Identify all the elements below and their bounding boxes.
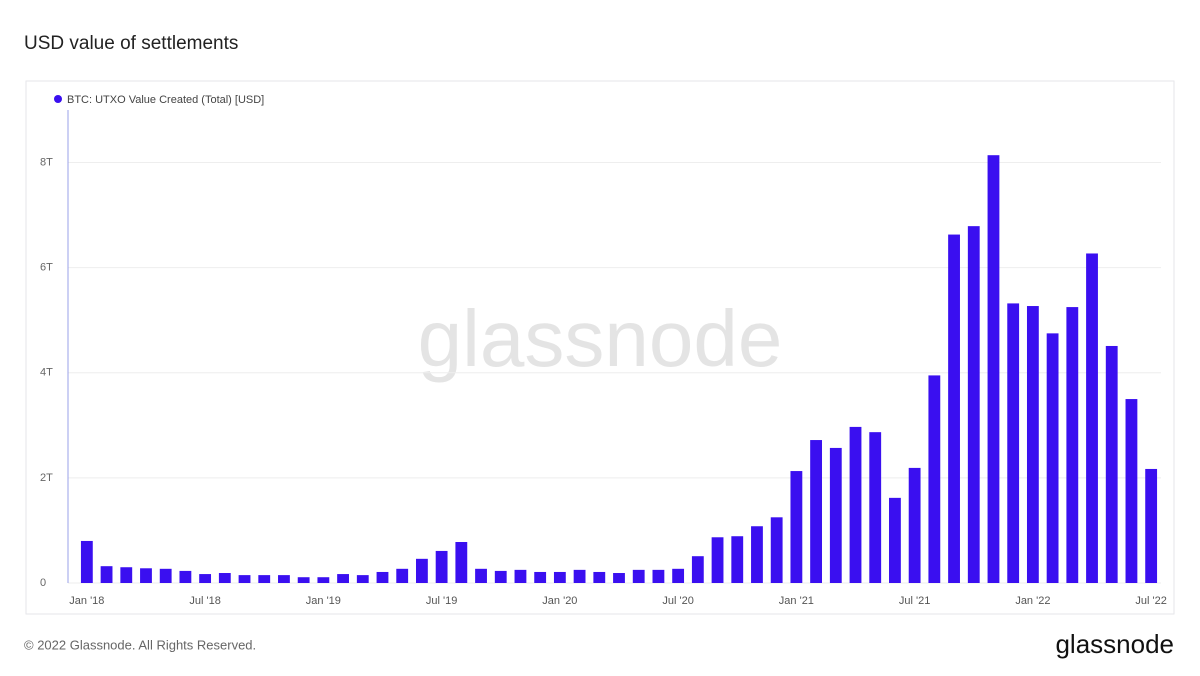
bar (278, 575, 290, 583)
bar (140, 568, 152, 583)
bar (238, 575, 251, 583)
bar (120, 567, 133, 583)
y-tick-label: 4T (40, 367, 53, 379)
bar (928, 375, 941, 583)
bar (889, 497, 901, 583)
x-tick-label: Jul '19 (426, 595, 457, 607)
bar (948, 234, 960, 583)
bar (514, 569, 527, 583)
bar (356, 575, 369, 583)
bar (179, 570, 192, 583)
bar (731, 536, 744, 583)
bar (1125, 399, 1138, 583)
bar (415, 558, 428, 583)
bar (317, 577, 330, 583)
watermark: glassnode (418, 294, 783, 383)
bar (376, 571, 389, 583)
x-tick-label: Jan '21 (779, 595, 814, 607)
bar (573, 569, 586, 583)
x-tick-label: Jul '21 (899, 595, 930, 607)
bar (475, 568, 487, 583)
bar (80, 540, 93, 583)
legend-label: BTC: UTXO Value Created (Total) [USD] (67, 94, 264, 106)
bar (534, 571, 547, 583)
bar (869, 432, 882, 583)
bar (711, 537, 724, 583)
bar (1046, 333, 1059, 583)
bar (691, 556, 704, 583)
bar (751, 526, 763, 583)
x-tick-label: Jan '19 (306, 595, 341, 607)
x-tick-label: Jan '18 (69, 595, 104, 607)
logo: glassnode (1055, 629, 1174, 659)
bar (652, 569, 665, 583)
bar (1086, 253, 1098, 583)
chart-title: USD value of settlements (24, 33, 238, 54)
bar (829, 447, 842, 583)
legend-marker (54, 95, 62, 103)
bar (396, 568, 409, 583)
x-tick-label: Jan '22 (1015, 595, 1050, 607)
bar (218, 573, 231, 583)
footer: © 2022 Glassnode. All Rights Reserved. (24, 637, 256, 652)
bar (987, 155, 1000, 583)
y-tick-label: 6T (40, 262, 53, 274)
bar (908, 467, 921, 583)
bar (553, 571, 566, 583)
bar (790, 471, 803, 583)
bar (632, 569, 645, 583)
bar (613, 573, 625, 583)
y-tick-label: 8T (40, 156, 53, 168)
x-tick-label: Jul '18 (189, 595, 220, 607)
bar (672, 568, 685, 583)
x-tick-label: Jan '20 (542, 595, 577, 607)
bar (1066, 307, 1079, 583)
y-tick-label: 0 (40, 577, 46, 589)
y-tick-label: 2T (40, 472, 53, 484)
bar (494, 570, 507, 583)
bar (849, 426, 862, 583)
bar (1145, 468, 1158, 583)
bar (159, 568, 172, 583)
bar (967, 226, 980, 584)
bar (455, 542, 468, 583)
bar (1007, 303, 1020, 583)
bar (258, 575, 271, 583)
bar (297, 577, 310, 583)
bar (100, 566, 113, 583)
bar (1026, 306, 1039, 583)
bar (593, 571, 606, 583)
bar (1105, 345, 1118, 583)
bar (770, 517, 783, 583)
chart-frame (25, 80, 1175, 615)
bar (810, 440, 823, 583)
x-tick-label: Jul '20 (662, 595, 693, 607)
bar (435, 550, 448, 583)
bar (337, 574, 349, 583)
x-tick-label: Jul '22 (1135, 595, 1166, 607)
bar (199, 574, 212, 583)
